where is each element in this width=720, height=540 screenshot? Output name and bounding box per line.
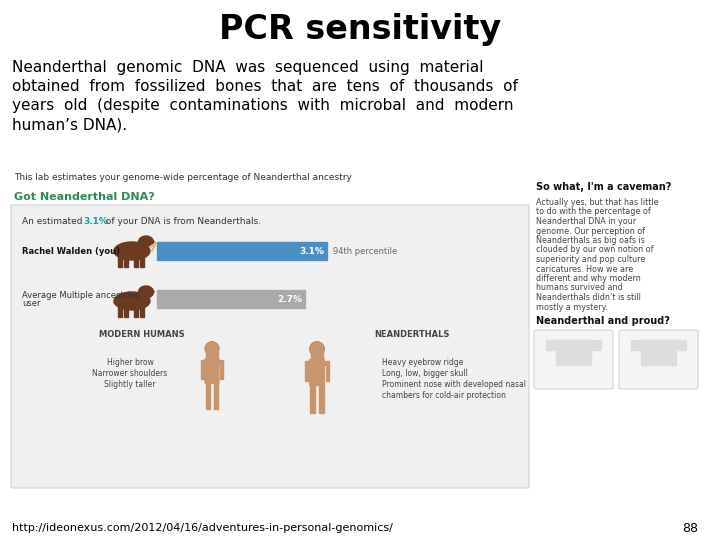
Ellipse shape <box>138 286 153 298</box>
Ellipse shape <box>138 236 153 248</box>
Bar <box>556 340 591 365</box>
Text: http://ideonexus.com/2012/04/16/adventures-in-personal-genomics/: http://ideonexus.com/2012/04/16/adventur… <box>12 523 393 533</box>
Bar <box>134 307 138 317</box>
Bar <box>319 385 324 413</box>
Text: Neanderthal and proud?: Neanderthal and proud? <box>536 316 670 326</box>
Text: NEANDERTHALS: NEANDERTHALS <box>374 330 450 339</box>
Ellipse shape <box>114 292 150 310</box>
Circle shape <box>311 343 323 355</box>
Text: Neanderthals as big oafs is: Neanderthals as big oafs is <box>536 236 645 245</box>
Bar <box>207 349 217 358</box>
Circle shape <box>207 343 217 354</box>
Bar <box>631 340 686 350</box>
FancyBboxPatch shape <box>310 360 324 386</box>
Text: Narrower shoulders: Narrower shoulders <box>92 369 168 378</box>
Bar <box>217 360 223 364</box>
Bar <box>157 242 327 260</box>
Text: human’s DNA).: human’s DNA). <box>12 117 127 132</box>
Text: 94th percentile: 94th percentile <box>333 246 397 255</box>
Text: Neanderthals didn’t is still: Neanderthals didn’t is still <box>536 293 641 302</box>
Bar <box>124 307 128 317</box>
Bar <box>323 361 329 365</box>
Text: Higher brow: Higher brow <box>107 358 153 367</box>
Text: superiority and pop culture: superiority and pop culture <box>536 255 645 264</box>
Bar <box>305 361 311 365</box>
Bar <box>134 257 138 267</box>
Text: Actually yes, but that has little: Actually yes, but that has little <box>536 198 659 207</box>
FancyBboxPatch shape <box>205 359 219 383</box>
Bar <box>546 340 601 350</box>
Bar <box>201 360 207 364</box>
FancyBboxPatch shape <box>534 330 613 389</box>
Text: clouded by our own notion of: clouded by our own notion of <box>536 246 654 254</box>
Text: years  old  (despite  contaminations  with  microbal  and  modern: years old (despite contaminations with m… <box>12 98 513 113</box>
Bar <box>118 307 122 317</box>
Text: different and why modern: different and why modern <box>536 274 641 283</box>
Bar <box>118 257 122 267</box>
Circle shape <box>310 342 324 356</box>
Text: 88: 88 <box>682 522 698 535</box>
Bar <box>124 257 128 267</box>
Bar <box>641 340 676 365</box>
Circle shape <box>205 342 219 355</box>
Text: of your DNA is from Neanderthals.: of your DNA is from Neanderthals. <box>103 218 261 226</box>
Bar <box>210 355 214 360</box>
Bar <box>325 365 329 381</box>
Text: caricatures. How we are: caricatures. How we are <box>536 265 634 273</box>
Bar <box>140 257 144 267</box>
Bar <box>140 307 144 317</box>
Text: Got Neanderthal DNA?: Got Neanderthal DNA? <box>14 192 155 202</box>
Text: So what, I'm a caveman?: So what, I'm a caveman? <box>536 182 671 192</box>
Text: 2.7%: 2.7% <box>277 294 302 303</box>
FancyBboxPatch shape <box>619 330 698 389</box>
Text: This lab estimates your genome-wide percentage of Neanderthal ancestry: This lab estimates your genome-wide perc… <box>14 173 352 182</box>
Bar <box>315 356 319 361</box>
Text: Neanderthal DNA in your: Neanderthal DNA in your <box>536 217 636 226</box>
Text: user: user <box>22 300 40 308</box>
Text: PCR sensitivity: PCR sensitivity <box>219 14 501 46</box>
Circle shape <box>205 342 219 355</box>
Text: 3.1%: 3.1% <box>299 246 324 255</box>
Text: 3.1%: 3.1% <box>83 218 108 226</box>
Text: An estimated: An estimated <box>22 218 86 226</box>
Text: Heavy eyebrow ridge: Heavy eyebrow ridge <box>382 358 464 367</box>
Text: humans survived and: humans survived and <box>536 284 623 293</box>
Text: mostly a mystery.: mostly a mystery. <box>536 302 608 312</box>
Text: Neanderthal  genomic  DNA  was  sequenced  using  material: Neanderthal genomic DNA was sequenced us… <box>12 60 484 75</box>
Bar <box>157 290 305 308</box>
Text: Long, low, bigger skull: Long, low, bigger skull <box>382 369 468 378</box>
Circle shape <box>310 342 324 356</box>
Text: MODERN HUMANS: MODERN HUMANS <box>99 330 185 339</box>
Text: Average Multiple ancestries: Average Multiple ancestries <box>22 291 139 300</box>
Text: obtained  from  fossilized  bones  that  are  tens  of  thousands  of: obtained from fossilized bones that are … <box>12 79 518 94</box>
FancyBboxPatch shape <box>11 205 529 488</box>
Text: chambers for cold-air protection: chambers for cold-air protection <box>382 391 506 400</box>
Bar <box>206 383 210 409</box>
Bar <box>305 365 308 381</box>
Text: to do with the percentage of: to do with the percentage of <box>536 207 651 217</box>
Bar <box>311 349 323 359</box>
Bar <box>220 364 223 379</box>
Ellipse shape <box>114 242 150 260</box>
Bar <box>201 364 204 379</box>
Text: Rachel Walden (you): Rachel Walden (you) <box>22 246 120 255</box>
Text: genome. Our perception of: genome. Our perception of <box>536 226 645 235</box>
Bar <box>310 385 315 413</box>
Bar <box>214 383 218 409</box>
Text: Prominent nose with developed nasal: Prominent nose with developed nasal <box>382 380 526 389</box>
Text: Slightly taller: Slightly taller <box>104 380 156 389</box>
